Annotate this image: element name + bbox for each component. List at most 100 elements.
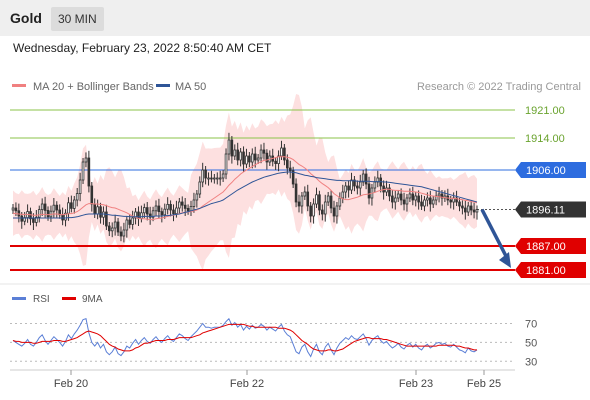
legend-swatch-ma20 — [12, 84, 26, 87]
candle — [347, 180, 350, 198]
candle — [99, 202, 102, 224]
candle — [75, 188, 79, 207]
rsi-tick-50: 50 — [525, 337, 537, 349]
ma20-line — [12, 156, 478, 221]
candle — [125, 216, 129, 238]
timeframe-badge[interactable]: 30 MIN — [51, 7, 104, 31]
candle — [186, 204, 190, 215]
candle — [288, 160, 292, 179]
legend-swatch-rsi — [12, 297, 26, 300]
candle — [335, 202, 339, 224]
candle — [429, 190, 432, 212]
candle — [361, 170, 365, 186]
candle — [420, 194, 423, 210]
candle — [245, 148, 248, 168]
candle — [180, 196, 184, 212]
candle — [242, 146, 245, 172]
chart-header: Gold 30 MIN — [0, 0, 590, 36]
level-label-1914.00: 1914.00 — [525, 133, 565, 145]
candle — [309, 202, 312, 223]
candle — [105, 204, 108, 230]
candle — [236, 142, 240, 166]
candle — [131, 210, 134, 230]
candle — [358, 174, 362, 196]
candle — [78, 172, 82, 202]
legend-swatch-ma50 — [156, 84, 170, 87]
candle — [110, 222, 114, 238]
candle — [134, 208, 137, 225]
rsi-line — [12, 317, 478, 358]
candle — [286, 154, 289, 175]
candle — [353, 176, 356, 192]
legend-label-ma50: MA 50 — [175, 81, 206, 93]
candle — [297, 194, 301, 213]
candle — [119, 226, 123, 242]
candle — [411, 186, 415, 206]
candle — [183, 198, 187, 216]
candle — [201, 162, 204, 188]
bollinger-band — [13, 94, 477, 271]
candle — [250, 148, 254, 169]
candle — [461, 200, 464, 215]
candle — [72, 196, 76, 214]
level-label-1881.00: 1881.00 — [526, 265, 566, 277]
candle — [87, 150, 91, 193]
candle — [350, 172, 353, 194]
candle — [364, 168, 368, 190]
candle — [218, 170, 222, 186]
candle — [108, 222, 111, 236]
candle — [113, 214, 117, 236]
candle — [221, 170, 225, 182]
candle — [469, 200, 473, 216]
rsi-tick-30: 30 — [525, 356, 537, 368]
candle — [414, 192, 418, 207]
candle — [154, 200, 158, 216]
candle — [122, 222, 126, 243]
candle — [178, 198, 181, 214]
level-badge-1887.00 — [515, 238, 586, 254]
candle — [393, 190, 397, 210]
candle — [70, 195, 73, 213]
instrument-title: Gold — [10, 10, 42, 26]
candle — [458, 198, 461, 212]
candle — [81, 158, 85, 184]
ma50-line — [13, 171, 478, 219]
level-label-1906.00: 1906.00 — [526, 165, 566, 177]
candle — [431, 196, 435, 208]
candle — [341, 184, 345, 204]
candle — [423, 196, 426, 212]
x-tick-label: Feb 23 — [399, 378, 433, 390]
candle — [253, 146, 257, 168]
candle — [163, 203, 167, 219]
level-label-1921.00: 1921.00 — [525, 105, 565, 117]
candle — [402, 192, 406, 211]
candle — [215, 172, 219, 185]
legend-label-9ma: 9MA — [82, 294, 103, 305]
candle — [303, 186, 307, 200]
candle — [277, 150, 280, 172]
candle — [466, 202, 470, 216]
candle — [294, 178, 298, 208]
candle — [396, 190, 400, 202]
candle — [166, 197, 169, 215]
projection-arrow — [480, 208, 510, 261]
candle — [323, 194, 327, 222]
legend-label-rsi: RSI — [33, 294, 50, 305]
candle — [227, 132, 231, 161]
candle — [274, 157, 277, 170]
candle — [210, 170, 213, 183]
candle — [192, 192, 196, 213]
candle — [417, 190, 420, 210]
candle — [148, 206, 152, 225]
candle — [464, 200, 467, 220]
candle — [160, 207, 164, 223]
candle — [405, 194, 409, 212]
candle — [84, 152, 88, 168]
credit-text: Research © 2022 Trading Central — [417, 81, 581, 93]
candle — [262, 142, 266, 160]
candle — [300, 192, 304, 214]
candle — [329, 190, 333, 214]
legend-swatch-9ma — [62, 297, 76, 300]
x-tick-label: Feb 22 — [230, 378, 264, 390]
timestamp: Wednesday, February 23, 2022 8:50:40 AM … — [13, 41, 272, 55]
